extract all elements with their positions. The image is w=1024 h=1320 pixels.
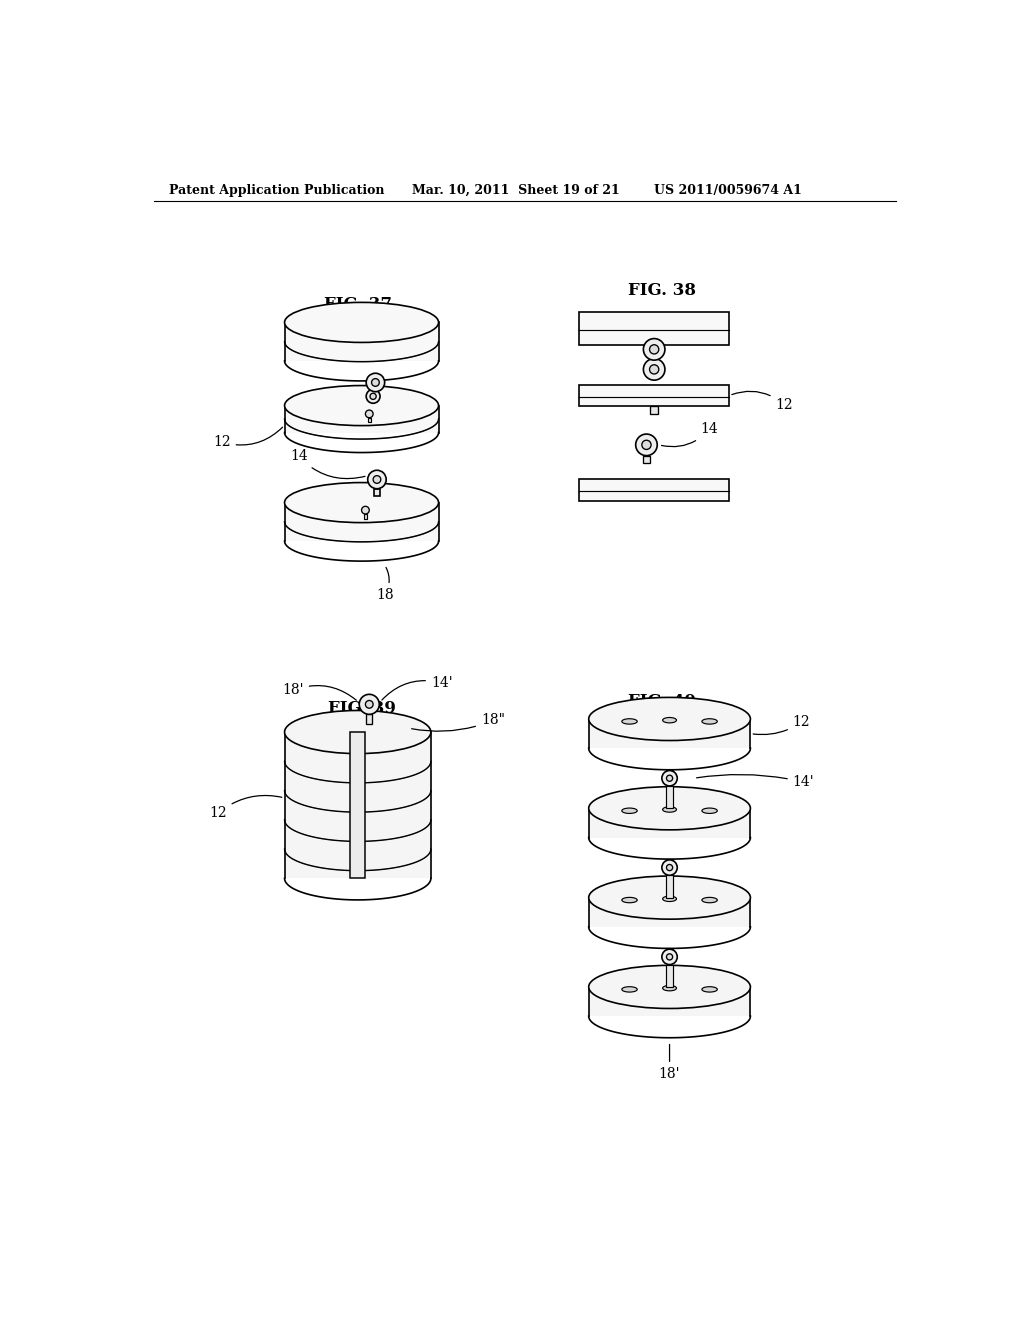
Bar (364, 513, 367, 519)
Ellipse shape (589, 697, 751, 741)
Ellipse shape (589, 965, 751, 1008)
Circle shape (643, 359, 665, 380)
Circle shape (662, 771, 677, 785)
Bar (368, 417, 371, 422)
Ellipse shape (701, 718, 717, 725)
Circle shape (366, 701, 373, 708)
Polygon shape (285, 322, 438, 360)
Circle shape (649, 364, 658, 374)
Ellipse shape (701, 808, 717, 813)
Text: 18": 18" (412, 714, 505, 731)
Bar (650, 407, 658, 414)
Text: FIG. 40: FIG. 40 (628, 693, 695, 710)
Ellipse shape (622, 808, 637, 813)
Circle shape (370, 393, 376, 400)
Ellipse shape (589, 876, 751, 919)
Polygon shape (580, 385, 729, 407)
Polygon shape (285, 405, 438, 433)
Circle shape (361, 507, 370, 513)
Circle shape (642, 441, 651, 449)
Ellipse shape (285, 710, 431, 754)
Text: 12: 12 (213, 428, 283, 449)
Text: Mar. 10, 2011  Sheet 19 of 21: Mar. 10, 2011 Sheet 19 of 21 (412, 185, 620, 197)
Circle shape (367, 374, 385, 392)
Bar (374, 488, 380, 496)
Ellipse shape (622, 986, 637, 993)
Text: 12: 12 (754, 715, 810, 734)
Text: Patent Application Publication: Patent Application Publication (169, 185, 385, 197)
Polygon shape (580, 479, 729, 502)
Circle shape (368, 470, 386, 488)
Text: 14': 14' (696, 775, 814, 789)
Bar (667, 785, 673, 808)
Bar (643, 455, 649, 463)
Circle shape (366, 411, 373, 417)
Circle shape (367, 389, 380, 404)
Circle shape (372, 379, 379, 387)
Text: 14: 14 (290, 449, 365, 479)
Ellipse shape (622, 718, 637, 725)
Ellipse shape (701, 898, 717, 903)
Polygon shape (589, 808, 751, 837)
Ellipse shape (589, 787, 751, 830)
Text: FIG. 39: FIG. 39 (328, 701, 395, 718)
Polygon shape (589, 719, 751, 748)
Circle shape (667, 775, 673, 781)
Text: 12: 12 (209, 796, 282, 820)
Circle shape (662, 949, 677, 965)
Polygon shape (580, 313, 729, 345)
Circle shape (662, 859, 677, 875)
Text: FIG. 38: FIG. 38 (628, 282, 696, 300)
Text: 18': 18' (658, 1044, 680, 1081)
Ellipse shape (663, 896, 677, 902)
Ellipse shape (285, 385, 438, 425)
Ellipse shape (285, 302, 438, 342)
Circle shape (649, 345, 658, 354)
Bar (367, 714, 373, 723)
Circle shape (643, 339, 665, 360)
Polygon shape (285, 503, 438, 541)
Circle shape (667, 865, 673, 871)
Text: 12: 12 (732, 391, 793, 412)
Circle shape (373, 475, 381, 483)
Polygon shape (350, 733, 366, 878)
Text: 14: 14 (662, 422, 718, 446)
Bar (667, 875, 673, 898)
Text: US 2011/0059674 A1: US 2011/0059674 A1 (654, 185, 802, 197)
Polygon shape (589, 987, 751, 1016)
Ellipse shape (663, 718, 677, 723)
Ellipse shape (285, 483, 438, 523)
Circle shape (359, 694, 379, 714)
Circle shape (636, 434, 657, 455)
Ellipse shape (701, 986, 717, 993)
Bar (667, 965, 673, 987)
Polygon shape (589, 898, 751, 927)
Text: FIG. 37: FIG. 37 (324, 296, 392, 313)
Text: 18': 18' (283, 684, 356, 700)
Ellipse shape (663, 986, 677, 991)
Text: 14': 14' (382, 676, 453, 700)
Polygon shape (285, 733, 431, 878)
Ellipse shape (622, 898, 637, 903)
Circle shape (667, 954, 673, 960)
Text: 18: 18 (376, 568, 393, 602)
Ellipse shape (663, 807, 677, 812)
